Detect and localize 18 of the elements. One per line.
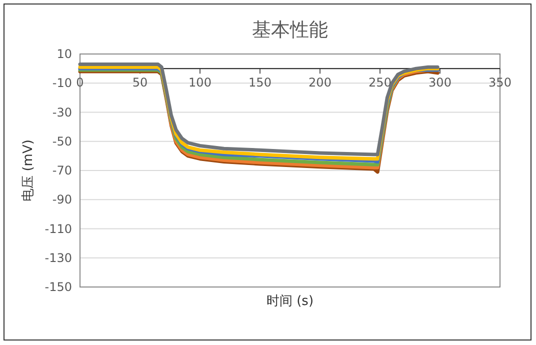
y-axis-title: 电压 (mV) — [21, 140, 36, 202]
y-tick-label: 10 — [56, 47, 72, 61]
x-tick-label: 200 — [308, 76, 332, 90]
y-tick-label: -150 — [44, 280, 72, 294]
y-tick-label: -130 — [44, 250, 72, 265]
x-axis-title: 时间 (s) — [266, 294, 314, 309]
x-tick-label: 50 — [132, 76, 148, 90]
y-tick-label: -30 — [52, 105, 72, 120]
x-tick-label: 100 — [188, 76, 212, 90]
y-tick-label: -10 — [52, 76, 72, 90]
y-tick-label: -50 — [52, 134, 72, 148]
x-tick-label: 250 — [368, 76, 392, 90]
y-tick-label: -90 — [52, 192, 72, 207]
y-tick-label: -70 — [52, 164, 72, 178]
x-tick-label: 300 — [428, 76, 452, 90]
chart-title: 基本性能 — [252, 19, 328, 41]
x-tick-label: 150 — [248, 76, 272, 90]
y-tick-label: -110 — [44, 222, 72, 236]
